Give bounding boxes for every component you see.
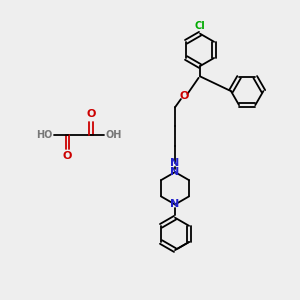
Text: N: N	[170, 167, 180, 177]
Text: Cl: Cl	[195, 21, 206, 31]
Text: OH: OH	[106, 130, 122, 140]
Text: HO: HO	[37, 130, 53, 140]
Text: O: O	[179, 91, 188, 100]
Text: O: O	[86, 109, 96, 119]
Text: N: N	[170, 158, 180, 168]
Text: N: N	[170, 200, 180, 209]
Text: O: O	[63, 152, 72, 161]
